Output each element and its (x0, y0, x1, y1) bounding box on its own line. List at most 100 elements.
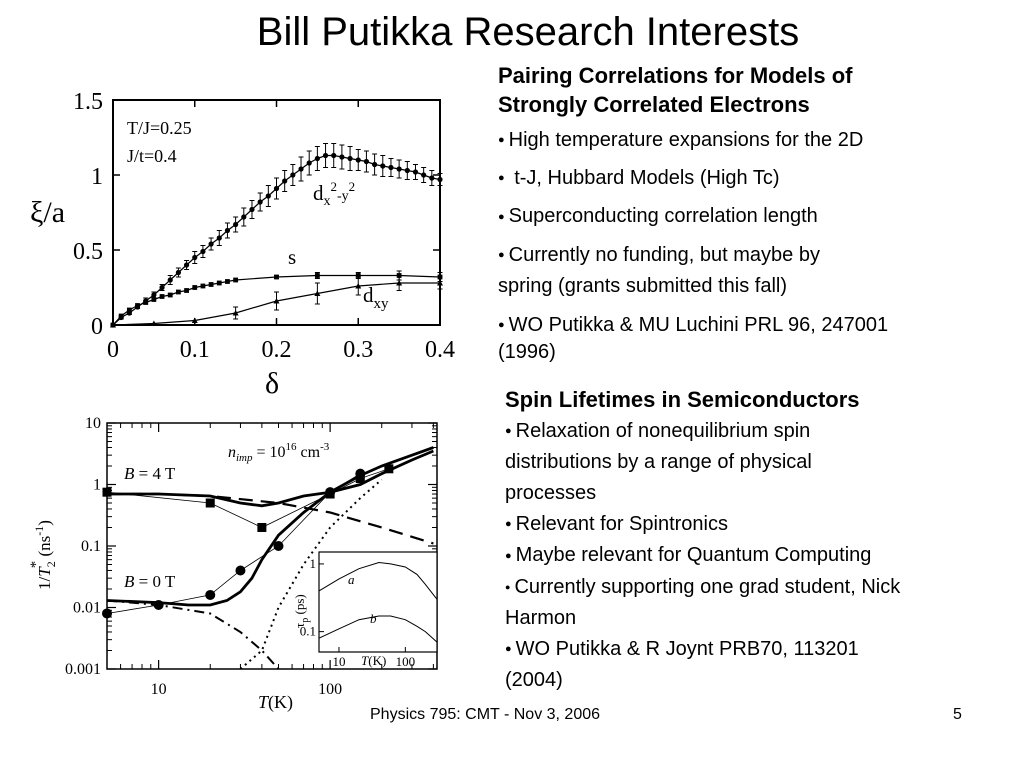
section-heading: Spin Lifetimes in Semiconductors (505, 387, 860, 412)
data-point-s (159, 294, 165, 299)
data-point-b0 (273, 541, 284, 551)
y-tick-label: 0.1 (81, 538, 101, 555)
inset-y-tick-label: 1 (310, 556, 317, 571)
inset-label-b: b (370, 611, 377, 626)
nimp-label: nimp = 1016 cm-3 (228, 441, 330, 464)
data-point-s (216, 280, 222, 286)
inset-y-tick-label: 0.1 (300, 624, 316, 639)
bullet-item: ● t-J, Hubbard Models (High Tc) (498, 167, 780, 190)
data-point-dxy (191, 317, 198, 323)
data-point-dx2y2 (339, 154, 345, 160)
data-point-dxy (273, 298, 280, 304)
data-point-dx2y2 (355, 157, 361, 163)
data-point-dx2y2 (380, 163, 386, 169)
data-point-dx2y2 (298, 166, 304, 172)
data-point-dxy (355, 283, 362, 289)
data-point-dxy (232, 310, 239, 316)
data-point-dxy (150, 320, 157, 326)
y-tick-label: 10 (85, 415, 101, 432)
y-axis-label-2: 1/T2* (ns-1) (28, 520, 58, 590)
annotation-tj: T/J=0.25 (127, 118, 192, 138)
inset-x-tick-label: 100 (396, 654, 416, 669)
y-tick-label: 0.01 (73, 600, 101, 617)
data-point-dxy (314, 290, 321, 296)
data-point-dx2y2 (437, 176, 443, 183)
x-tick-label: 0.4 (425, 337, 455, 363)
footer-text: Physics 795: CMT - Nov 3, 2006 (370, 706, 601, 723)
data-point-dx2y2 (192, 254, 198, 261)
inset-label-a: a (348, 572, 355, 587)
data-point-s (135, 303, 140, 308)
data-point-s (151, 297, 157, 302)
inset-curve-a (318, 561, 438, 600)
data-point-dx2y2 (159, 284, 165, 291)
data-point-b4 (205, 498, 215, 508)
data-point-b0 (205, 589, 216, 600)
data-point-s (126, 307, 132, 313)
slide-title: Bill Putikka Research Interests (256, 10, 800, 54)
data-point-s (274, 274, 279, 280)
bullet-continuation: (1996) (498, 341, 556, 364)
data-point-dx2y2 (388, 164, 394, 171)
inset-curve-b (318, 615, 438, 643)
data-point-dx2y2 (412, 169, 419, 175)
bullet-continuation: spring (grants submitted this fall) (498, 274, 788, 297)
data-point-s (200, 283, 206, 289)
data-point-s (176, 289, 181, 295)
data-point-s (208, 282, 214, 287)
data-point-b0 (355, 468, 366, 479)
data-point-b4 (384, 464, 394, 474)
label-s: s (288, 245, 296, 269)
line-b4-data (106, 468, 389, 528)
data-point-dxy (110, 322, 116, 328)
section-heading: Pairing Correlations for Models of Stron… (498, 63, 853, 117)
data-point-b0 (235, 565, 246, 576)
data-point-dx2y2 (314, 155, 320, 162)
bullet-item: ● Superconducting correlation length (498, 205, 818, 228)
bullet-item: ● Relevant for Spintronics (505, 513, 728, 536)
data-point-s (225, 279, 230, 284)
annotation-jt: J/t=0.4 (127, 146, 177, 166)
bullet-continuation: Harmon (505, 606, 577, 629)
data-point-dx2y2 (257, 199, 263, 205)
data-point-dx2y2 (282, 178, 288, 184)
spin-relaxation-chart: 10 100 0.001 0.01 0.1 1 10 10 100 0.1 1 a b T(K) τp (… (28, 415, 438, 713)
bullet-item: ● WO Putikka & MU Luchini PRL 96, 247001 (498, 313, 889, 336)
inset-frame (318, 551, 438, 653)
data-point-dx2y2 (249, 206, 255, 213)
data-point-dx2y2 (241, 214, 247, 220)
data-point-dx2y2 (273, 185, 280, 192)
data-point-dx2y2 (421, 172, 427, 178)
data-point-s (192, 285, 198, 290)
data-point-dx2y2 (208, 241, 214, 247)
correlation-length-chart: 0 0.1 0.2 0.3 0.4 0 0.5 1 1.5 T/J=0.25 J/t=0.4 d… (30, 89, 455, 400)
curve-b0-fit (106, 446, 434, 607)
data-point-dx2y2 (372, 161, 378, 168)
data-point-dxy (437, 280, 443, 286)
bullet-continuation: (2004) (505, 669, 563, 692)
y-tick-label: 1.5 (73, 89, 103, 115)
bullet-item: ● Maybe relevant for Quantum Computing (505, 544, 872, 567)
x-tick-label: 0.2 (262, 337, 292, 363)
data-point-s (314, 273, 320, 278)
data-point-dx2y2 (347, 155, 353, 162)
label-b0: B = 0 T (124, 572, 176, 591)
data-point-dx2y2 (404, 167, 410, 174)
data-point-b0 (102, 608, 112, 619)
inset-y-axis-label: τp (ps) (292, 594, 311, 628)
bullet-continuation: distributions by a range of physical (505, 451, 812, 474)
data-point-b4 (102, 487, 112, 497)
section-pairing: Pairing Correlations for Models of Stron… (498, 61, 1018, 368)
data-point-dx2y2 (233, 221, 239, 228)
x-axis-label-2: T(K) (258, 692, 293, 713)
data-point-s (167, 292, 173, 298)
y-tick-label: 1 (91, 164, 103, 190)
data-point-s (233, 277, 239, 283)
data-point-s (143, 300, 149, 305)
label-dxy: dxy (363, 283, 389, 312)
data-point-dx2y2 (216, 235, 222, 241)
data-point-dx2y2 (306, 160, 312, 166)
data-point-b0 (153, 599, 164, 610)
x-axis-label: δ (265, 367, 279, 400)
data-point-dx2y2 (265, 193, 271, 199)
